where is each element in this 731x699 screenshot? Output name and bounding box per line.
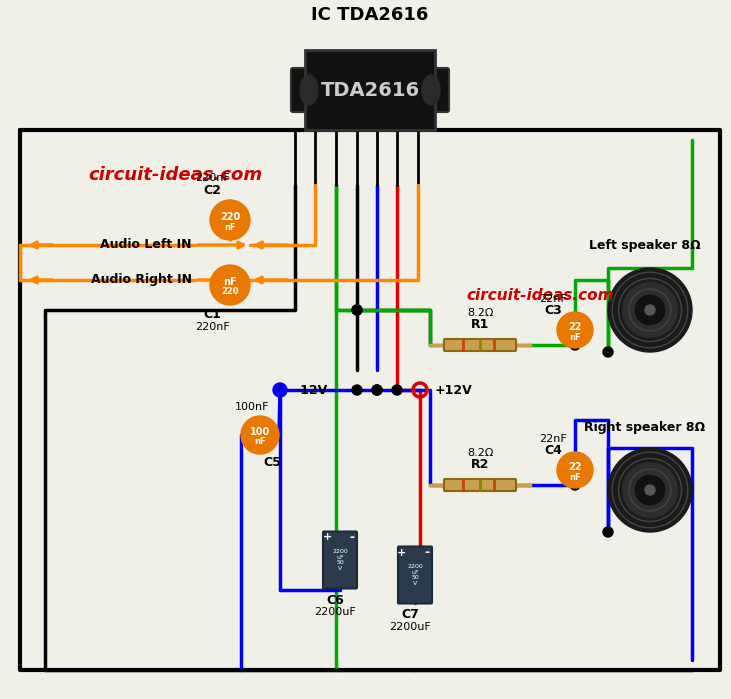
Circle shape xyxy=(352,305,362,315)
Circle shape xyxy=(241,416,279,454)
Circle shape xyxy=(210,265,250,305)
Circle shape xyxy=(623,463,678,517)
Circle shape xyxy=(608,448,692,532)
Circle shape xyxy=(603,527,613,537)
Text: -: - xyxy=(349,531,355,544)
Circle shape xyxy=(645,305,655,315)
Circle shape xyxy=(635,475,664,505)
Text: 2200uF: 2200uF xyxy=(389,622,431,632)
Text: -: - xyxy=(425,546,430,559)
Text: nF: nF xyxy=(569,473,581,482)
Text: Audio Right IN: Audio Right IN xyxy=(91,273,192,287)
Text: C5: C5 xyxy=(263,456,281,470)
FancyBboxPatch shape xyxy=(431,68,449,112)
FancyBboxPatch shape xyxy=(305,50,435,130)
FancyBboxPatch shape xyxy=(444,479,516,491)
Text: circuit-ideas.com: circuit-ideas.com xyxy=(466,287,614,303)
Text: 22: 22 xyxy=(568,462,582,472)
Text: R2: R2 xyxy=(471,459,489,472)
Text: +: + xyxy=(398,547,406,558)
Text: nF: nF xyxy=(569,333,581,342)
Circle shape xyxy=(603,347,613,357)
FancyBboxPatch shape xyxy=(444,339,516,351)
Text: C4: C4 xyxy=(544,443,562,456)
Circle shape xyxy=(557,452,593,488)
Circle shape xyxy=(623,282,678,338)
Circle shape xyxy=(352,305,362,315)
Text: nF: nF xyxy=(223,277,237,287)
Text: R1: R1 xyxy=(471,319,489,331)
Text: 220: 220 xyxy=(220,212,240,222)
Text: 220nF: 220nF xyxy=(194,322,230,332)
Circle shape xyxy=(635,295,664,325)
Text: 2200uF: 2200uF xyxy=(314,607,356,617)
Circle shape xyxy=(608,268,692,352)
Text: nF: nF xyxy=(254,438,266,447)
Text: 8.2Ω: 8.2Ω xyxy=(467,308,493,318)
Text: 2200
uF
50
V: 2200 uF 50 V xyxy=(407,564,423,586)
Circle shape xyxy=(645,485,655,495)
Circle shape xyxy=(392,385,402,395)
Text: Right speaker 8Ω: Right speaker 8Ω xyxy=(585,421,705,435)
Text: 220nF: 220nF xyxy=(194,173,230,183)
Text: TDA2616: TDA2616 xyxy=(320,80,420,99)
Circle shape xyxy=(372,385,382,395)
Text: C2: C2 xyxy=(203,184,221,196)
Circle shape xyxy=(570,480,580,490)
Text: 22nF: 22nF xyxy=(539,434,567,444)
Circle shape xyxy=(352,385,362,395)
Ellipse shape xyxy=(300,75,318,105)
Circle shape xyxy=(557,312,593,348)
Text: +12V: +12V xyxy=(435,384,473,396)
Text: -12V: -12V xyxy=(295,384,327,396)
FancyBboxPatch shape xyxy=(323,531,357,589)
Circle shape xyxy=(273,383,287,397)
Ellipse shape xyxy=(422,75,440,105)
Text: IC TDA2616: IC TDA2616 xyxy=(311,6,428,24)
Text: 2200
uF
50
V: 2200 uF 50 V xyxy=(332,549,348,571)
Text: circuit-ideas.com: circuit-ideas.com xyxy=(88,166,262,184)
Circle shape xyxy=(210,200,250,240)
Text: 100: 100 xyxy=(250,427,270,437)
Text: nF: nF xyxy=(224,222,236,231)
Text: C7: C7 xyxy=(401,609,419,621)
Text: Audio Left IN: Audio Left IN xyxy=(100,238,192,252)
Circle shape xyxy=(372,385,382,395)
Text: +: + xyxy=(322,533,332,542)
Text: C1: C1 xyxy=(203,308,221,322)
Text: C6: C6 xyxy=(326,593,344,607)
Circle shape xyxy=(570,340,580,350)
Text: 220: 220 xyxy=(221,287,239,296)
Text: 100nF: 100nF xyxy=(235,402,270,412)
FancyBboxPatch shape xyxy=(291,68,309,112)
Text: C3: C3 xyxy=(544,303,562,317)
Text: 8.2Ω: 8.2Ω xyxy=(467,448,493,458)
Text: 22nF: 22nF xyxy=(539,294,567,304)
FancyBboxPatch shape xyxy=(398,547,432,603)
Text: Left speaker 8Ω: Left speaker 8Ω xyxy=(589,238,701,252)
Text: 22: 22 xyxy=(568,322,582,332)
